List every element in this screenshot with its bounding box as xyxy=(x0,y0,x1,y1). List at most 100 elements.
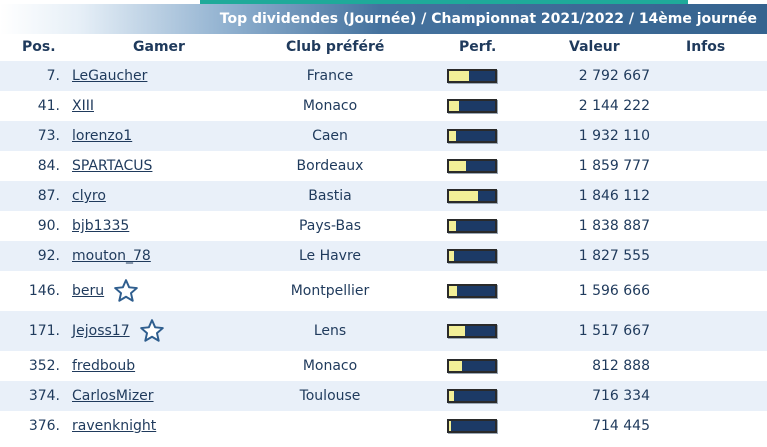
ranking-table: 7. LeGaucher France 2 792 667 41. XIII Monaco 2… xyxy=(0,61,767,441)
table-row: 376. ravenknight 714 445 xyxy=(0,411,767,441)
gamer-cell: bjb1335 xyxy=(72,211,272,241)
header-pos: Pos. xyxy=(22,39,56,55)
header-valeur: Valeur xyxy=(569,39,620,55)
dividend-value: 1 838 887 xyxy=(578,218,650,234)
gamer-link[interactable]: clyro xyxy=(72,188,106,204)
gamer-cell: CarlosMizer xyxy=(72,381,272,411)
perf-cell xyxy=(447,91,497,121)
performance-bar xyxy=(447,189,497,203)
performance-bar xyxy=(447,219,497,233)
star-icon[interactable] xyxy=(139,318,165,344)
page-title: Top dividendes (Journée) / Championnat 2… xyxy=(219,11,757,27)
dividend-value: 714 445 xyxy=(592,418,650,434)
table-row: 171. Jejoss17 Lens 1 517 667 xyxy=(0,311,767,351)
infos-cell xyxy=(665,311,745,351)
table-row: 92. mouton_78 Le Havre 1 827 555 xyxy=(0,241,767,271)
table-row: 90. bjb1335 Pays-Bas 1 838 887 xyxy=(0,211,767,241)
performance-bar xyxy=(447,249,497,263)
performance-bar-fill xyxy=(449,361,462,371)
favorite-club: Caen xyxy=(312,128,348,144)
rank-position: 146. xyxy=(28,283,60,299)
gamer-link[interactable]: mouton_78 xyxy=(72,248,151,264)
perf-cell xyxy=(447,151,497,181)
rank-position: 352. xyxy=(28,358,60,374)
gamer-cell: mouton_78 xyxy=(72,241,272,271)
gamer-link[interactable]: SPARTACUS xyxy=(72,158,153,174)
infos-cell xyxy=(665,151,745,181)
favorite-club: Montpellier xyxy=(290,283,370,299)
table-row: 374. CarlosMizer Toulouse 716 334 xyxy=(0,381,767,411)
gamer-link[interactable]: lorenzo1 xyxy=(72,128,133,144)
perf-cell xyxy=(447,351,497,381)
header-gamer: Gamer xyxy=(133,39,185,55)
dividend-value: 716 334 xyxy=(592,388,650,404)
table-row: 7. LeGaucher France 2 792 667 xyxy=(0,61,767,91)
perf-cell xyxy=(447,61,497,91)
gamer-cell: LeGaucher xyxy=(72,61,272,91)
favorite-club: Bordeaux xyxy=(296,158,364,174)
gamer-link[interactable]: ravenknight xyxy=(72,418,157,434)
rank-position: 84. xyxy=(37,158,60,174)
rank-position: 92. xyxy=(37,248,60,264)
favorite-club: France xyxy=(306,68,354,84)
header-club: Club préféré xyxy=(286,39,385,55)
gamer-link[interactable]: beru xyxy=(72,283,105,299)
performance-bar xyxy=(447,419,497,433)
performance-bar-fill xyxy=(449,326,465,336)
performance-bar xyxy=(447,159,497,173)
performance-bar-fill xyxy=(449,251,454,261)
gamer-link[interactable]: fredboub xyxy=(72,358,136,374)
gamer-cell: XIII xyxy=(72,91,272,121)
favorite-club: Pays-Bas xyxy=(298,218,361,234)
perf-cell xyxy=(447,381,497,411)
rank-position: 90. xyxy=(37,218,60,234)
infos-cell xyxy=(665,121,745,151)
favorite-club: Lens xyxy=(313,323,347,339)
perf-cell xyxy=(447,311,497,351)
table-row: 352. fredboub Monaco 812 888 xyxy=(0,351,767,381)
infos-cell xyxy=(665,271,745,311)
perf-cell xyxy=(447,271,497,311)
performance-bar-fill xyxy=(449,221,457,231)
favorite-club: Toulouse xyxy=(299,388,361,404)
performance-bar-fill xyxy=(449,286,458,296)
header-perf: Perf. xyxy=(459,39,497,55)
table-row: 73. lorenzo1 Caen 1 932 110 xyxy=(0,121,767,151)
perf-cell xyxy=(447,211,497,241)
gamer-cell: fredboub xyxy=(72,351,272,381)
perf-cell xyxy=(447,411,497,441)
gamer-link[interactable]: XIII xyxy=(72,98,94,114)
infos-cell xyxy=(665,211,745,241)
rank-position: 73. xyxy=(37,128,60,144)
gamer-link[interactable]: CarlosMizer xyxy=(72,388,154,404)
performance-bar xyxy=(447,284,497,298)
favorite-club: Monaco xyxy=(302,98,358,114)
dividend-value: 1 859 777 xyxy=(578,158,650,174)
gamer-link[interactable]: Jejoss17 xyxy=(72,323,130,339)
gamer-link[interactable]: bjb1335 xyxy=(72,218,130,234)
gamer-cell: beru xyxy=(72,271,272,311)
gamer-link[interactable]: LeGaucher xyxy=(72,68,148,84)
perf-cell xyxy=(447,241,497,271)
infos-cell xyxy=(665,61,745,91)
table-row: 84. SPARTACUS Bordeaux 1 859 777 xyxy=(0,151,767,181)
performance-bar-fill xyxy=(449,391,454,401)
rank-position: 41. xyxy=(37,98,60,114)
gamer-cell: ravenknight xyxy=(72,411,272,441)
favorite-club: Bastia xyxy=(308,188,352,204)
performance-bar-fill xyxy=(449,191,478,201)
gamer-cell: SPARTACUS xyxy=(72,151,272,181)
rank-position: 376. xyxy=(28,418,60,434)
star-icon[interactable] xyxy=(113,278,139,304)
perf-cell xyxy=(447,181,497,211)
infos-cell xyxy=(665,91,745,121)
dividend-value: 1 932 110 xyxy=(578,128,650,144)
performance-bar xyxy=(447,129,497,143)
performance-bar-fill xyxy=(449,161,467,171)
infos-cell xyxy=(665,181,745,211)
gamer-cell: lorenzo1 xyxy=(72,121,272,151)
table-header: Pos. Gamer Club préféré Perf. Valeur Inf… xyxy=(0,34,767,61)
table-row: 87. clyro Bastia 1 846 112 xyxy=(0,181,767,211)
dividend-value: 1 846 112 xyxy=(578,188,650,204)
perf-cell xyxy=(447,121,497,151)
